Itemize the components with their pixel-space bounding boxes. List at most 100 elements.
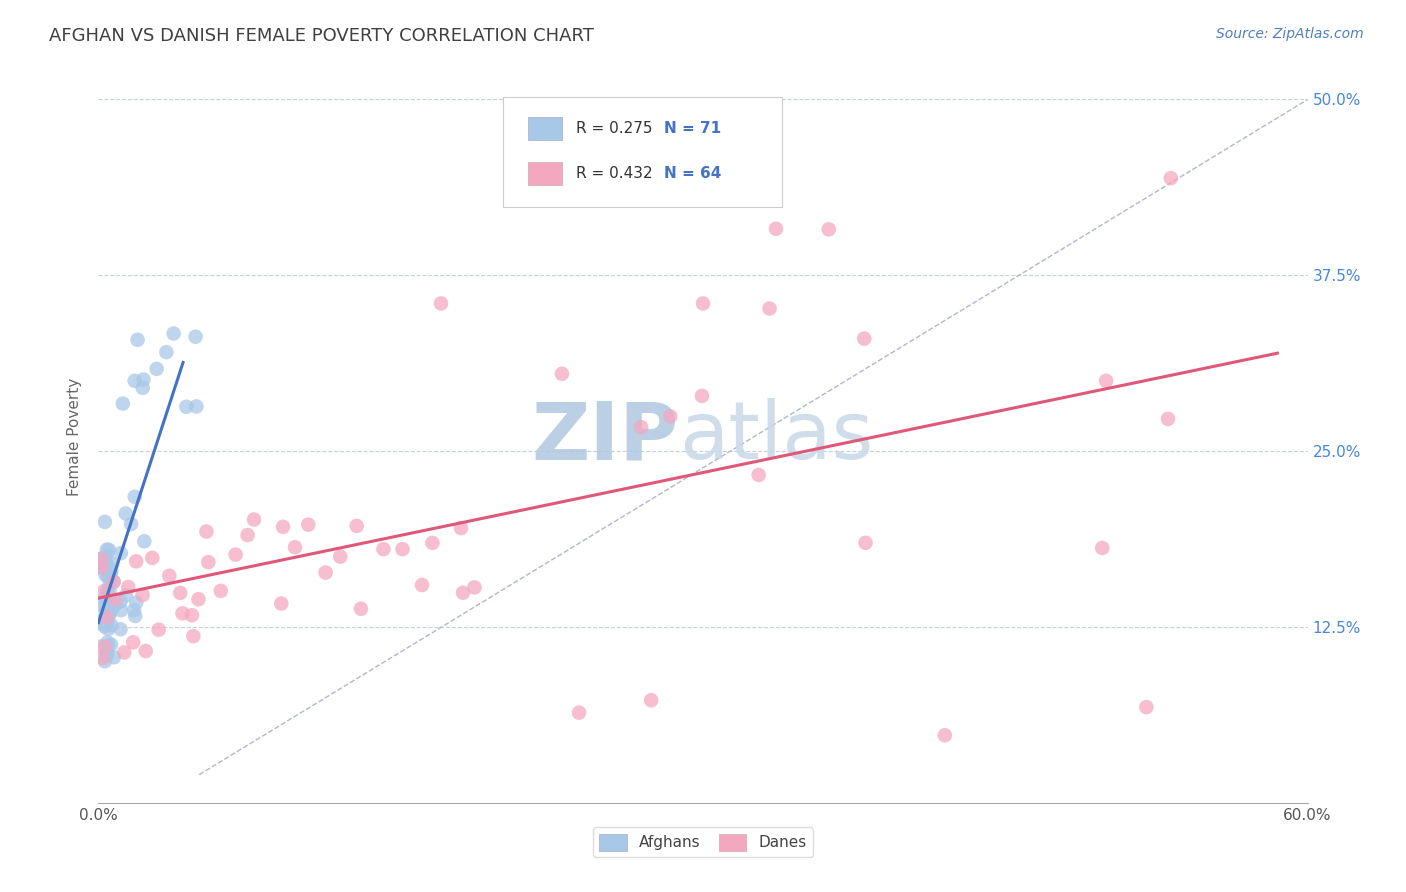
Point	[89, 552, 111, 566]
Point	[640, 693, 662, 707]
Point	[391, 542, 413, 557]
Point	[97, 622, 120, 636]
Point	[114, 507, 136, 521]
Point	[98, 606, 121, 620]
Point	[90, 640, 112, 654]
Point	[103, 600, 125, 615]
Point	[98, 608, 121, 623]
Point	[110, 603, 132, 617]
Point	[94, 604, 117, 618]
Point	[100, 638, 122, 652]
Point	[90, 560, 112, 574]
Point	[100, 601, 122, 615]
Point	[187, 592, 209, 607]
Point	[97, 639, 120, 653]
Point	[124, 609, 146, 624]
Point	[236, 528, 259, 542]
Point	[101, 557, 124, 571]
Point	[243, 512, 266, 526]
Text: atlas: atlas	[679, 398, 873, 476]
Point	[350, 601, 373, 615]
Point	[315, 566, 337, 580]
Point	[411, 578, 433, 592]
Point	[373, 542, 395, 557]
Point	[112, 645, 135, 659]
Text: N = 71: N = 71	[664, 120, 721, 136]
Point	[90, 552, 112, 566]
Point	[1091, 541, 1114, 555]
Point	[94, 515, 117, 529]
Point	[91, 560, 114, 574]
Text: R = 0.432: R = 0.432	[576, 166, 652, 181]
Point	[209, 583, 232, 598]
Point	[96, 648, 118, 663]
Point	[148, 623, 170, 637]
Point	[94, 556, 117, 570]
Point	[100, 618, 122, 632]
FancyBboxPatch shape	[503, 97, 782, 207]
Point	[90, 559, 112, 574]
Point	[90, 560, 112, 574]
Point	[122, 603, 145, 617]
Point	[122, 635, 145, 649]
Point	[111, 396, 134, 410]
Point	[132, 381, 155, 395]
Point	[110, 622, 132, 636]
Point	[690, 389, 713, 403]
Point	[93, 592, 115, 607]
Point	[422, 536, 444, 550]
Point	[93, 619, 115, 633]
Bar	[527, 162, 561, 185]
Point	[93, 584, 115, 599]
Point	[463, 580, 485, 594]
Point	[91, 612, 114, 626]
Text: Source: ZipAtlas.com: Source: ZipAtlas.com	[1216, 27, 1364, 41]
Point	[96, 549, 118, 563]
Point	[93, 550, 115, 565]
Y-axis label: Female Poverty: Female Poverty	[67, 378, 83, 496]
Point	[98, 582, 121, 597]
Point	[96, 583, 118, 598]
Point	[94, 654, 117, 668]
Point	[93, 599, 115, 614]
Point	[225, 548, 247, 562]
Text: R = 0.275: R = 0.275	[576, 120, 652, 136]
Point	[91, 651, 114, 665]
Point	[124, 490, 146, 504]
Point	[284, 540, 307, 554]
Point	[97, 569, 120, 583]
Point	[1095, 374, 1118, 388]
Point	[1157, 412, 1180, 426]
Point	[155, 345, 177, 359]
Point	[97, 605, 120, 619]
Point	[758, 301, 780, 316]
Point	[125, 595, 148, 609]
Point	[817, 222, 839, 236]
Point	[96, 614, 118, 628]
Point	[103, 574, 125, 589]
Point	[103, 574, 125, 589]
Text: ZIP: ZIP	[531, 398, 679, 476]
Point	[765, 221, 787, 235]
Point	[145, 362, 167, 376]
Point	[104, 592, 127, 607]
Point	[100, 564, 122, 578]
Point	[98, 576, 121, 591]
Point	[692, 296, 714, 310]
Point	[451, 585, 474, 599]
Point	[430, 296, 453, 310]
Point	[103, 597, 125, 611]
Point	[197, 555, 219, 569]
Point	[100, 566, 122, 581]
Point	[568, 706, 591, 720]
Point	[96, 542, 118, 557]
Bar	[527, 117, 561, 139]
Point	[934, 728, 956, 742]
Point	[186, 400, 208, 414]
Point	[659, 409, 682, 424]
Point	[93, 562, 115, 576]
Point	[132, 372, 155, 386]
Point	[162, 326, 184, 341]
Point	[103, 650, 125, 665]
Point	[450, 521, 472, 535]
